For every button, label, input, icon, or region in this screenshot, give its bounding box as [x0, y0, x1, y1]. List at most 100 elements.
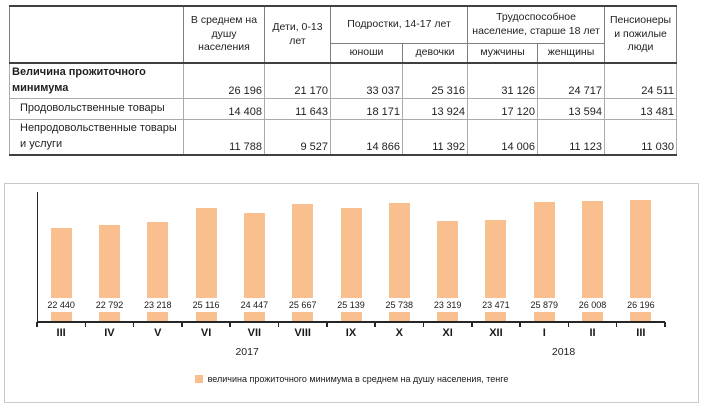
- bar: [582, 201, 604, 321]
- cell-value: 11 392: [401, 118, 469, 156]
- cell-value: 14 866: [330, 118, 403, 156]
- col-header-average: В среднем на душу населения: [183, 5, 265, 64]
- col-subheader-women: женщины: [537, 42, 606, 64]
- bar: [533, 202, 555, 321]
- col-subheader-girls: девочки: [401, 42, 469, 64]
- bar-chart: 22 440 III 22 792 IV 23 218 V 25 116 VI 24 447 VI…: [4, 183, 699, 403]
- bar: [340, 208, 362, 321]
- cell-value: 9 527: [264, 118, 331, 156]
- axis-tick-icon: [471, 322, 473, 327]
- cell-value: 24 511: [604, 62, 678, 99]
- category-label: XII: [489, 327, 503, 339]
- category-label: III: [636, 327, 646, 339]
- bar-value-label: 25 139: [335, 298, 367, 312]
- axis-tick-icon: [132, 322, 135, 327]
- axis-tick-icon: [664, 322, 666, 327]
- cell-value: 14 408: [183, 97, 265, 120]
- legend-label: величина прожиточного минимума в среднем…: [207, 374, 509, 384]
- col-header-working: Трудоспособное население, старше 18 лет: [467, 5, 606, 44]
- cell-value: 11 123: [537, 118, 606, 156]
- category-label: VII: [247, 327, 262, 339]
- col-header-teens: Подростки, 14-17 лет: [329, 5, 469, 44]
- bar-value-label: 25 667: [286, 298, 319, 312]
- cell-value: 13 594: [537, 97, 606, 120]
- legend-swatch-icon: [194, 375, 203, 383]
- cell-value: 25 316: [401, 62, 469, 99]
- bar-value-label: 23 471: [480, 298, 512, 312]
- bar-value-label: 23 218: [142, 298, 174, 312]
- category-label: V: [154, 327, 162, 339]
- col-subheader-men: мужчины: [467, 42, 539, 64]
- bar-value-label: 25 116: [190, 298, 222, 312]
- corner-cell: [9, 5, 184, 64]
- cell-value: 31 126: [467, 62, 539, 99]
- col-subheader-boys: юноши: [330, 42, 403, 64]
- bar: [485, 220, 507, 321]
- plot-area: 22 440 III 22 792 IV 23 218 V 25 116 VI 24 447 VI…: [5, 184, 698, 402]
- subsistence-minimum-table: В среднем на душу населения Дети, 0-13 л…: [9, 5, 678, 156]
- x-axis: [37, 321, 665, 323]
- bar-value-label: 26 008: [576, 298, 609, 312]
- bar-value-label: 24 447: [238, 298, 271, 312]
- col-header-children: Дети, 0-13 лет: [264, 5, 331, 64]
- category-label: XI: [442, 327, 453, 339]
- year-label: 2018: [551, 346, 576, 358]
- bar-value-label: 25 879: [528, 298, 560, 312]
- y-axis: [37, 192, 38, 321]
- bar: [243, 213, 265, 321]
- cell-value: 24 717: [537, 62, 606, 99]
- bar: [195, 208, 217, 321]
- bar-value-label: 23 319: [431, 298, 464, 312]
- bar: [147, 222, 169, 321]
- axis-tick-icon: [277, 322, 280, 327]
- row-label: Продовольственные товары: [9, 97, 184, 120]
- axis-tick-icon: [374, 322, 376, 327]
- axis-tick-icon: [615, 322, 618, 327]
- cell-value: 17 120: [467, 97, 539, 120]
- axis-tick-icon: [326, 322, 328, 327]
- bar: [437, 221, 459, 321]
- axis-tick-icon: [84, 322, 87, 327]
- cell-value: 11 788: [183, 118, 265, 156]
- table-row: Продовольственные товары 14 408 11 643 1…: [9, 97, 678, 120]
- category-label: II: [589, 327, 596, 339]
- axis-tick-icon: [519, 322, 521, 327]
- axis-tick-icon: [422, 322, 425, 327]
- cell-value: 26 196: [183, 62, 265, 99]
- category-label: VIII: [294, 327, 311, 339]
- cell-value: 11 643: [264, 97, 331, 120]
- cell-value: 21 170: [264, 62, 331, 99]
- axis-tick-icon: [36, 322, 38, 327]
- category-label: I: [542, 327, 546, 339]
- bar-value-label: 25 738: [383, 298, 416, 312]
- chart-legend: величина прожиточного минимума в среднем…: [5, 374, 698, 384]
- axis-tick-icon: [567, 322, 570, 327]
- cell-value: 18 171: [330, 97, 403, 120]
- bar: [292, 204, 314, 321]
- row-label: Непродовольственные товары и услуги: [9, 118, 184, 156]
- year-label: 2017: [235, 346, 259, 358]
- bar-value-label: 22 792: [93, 298, 126, 312]
- cell-value: 14 006: [467, 118, 539, 156]
- category-label: X: [395, 327, 403, 339]
- category-label: IV: [104, 327, 115, 339]
- axis-tick-icon: [181, 322, 183, 327]
- row-label: Величина прожиточного минимума: [9, 62, 184, 99]
- bar-value-label: 22 440: [45, 298, 77, 312]
- bar: [98, 225, 120, 321]
- category-label: VI: [200, 327, 212, 339]
- axis-tick-icon: [229, 322, 231, 327]
- bar: [388, 203, 410, 321]
- col-header-pensioners: Пенсионеры и пожилые люди: [604, 5, 678, 64]
- cell-value: 13 924: [401, 97, 469, 120]
- table-row: Непродовольственные товары и услуги 11 7…: [9, 118, 678, 156]
- bar-value-label: 26 196: [625, 298, 657, 312]
- bar: [630, 200, 652, 321]
- cell-value: 33 037: [330, 62, 403, 99]
- bar: [50, 228, 72, 321]
- cell-value: 13 481: [604, 97, 678, 120]
- category-label: IX: [345, 327, 357, 339]
- cell-value: 11 030: [604, 118, 678, 156]
- table-row: Величина прожиточного минимума 26 196 21…: [9, 62, 678, 99]
